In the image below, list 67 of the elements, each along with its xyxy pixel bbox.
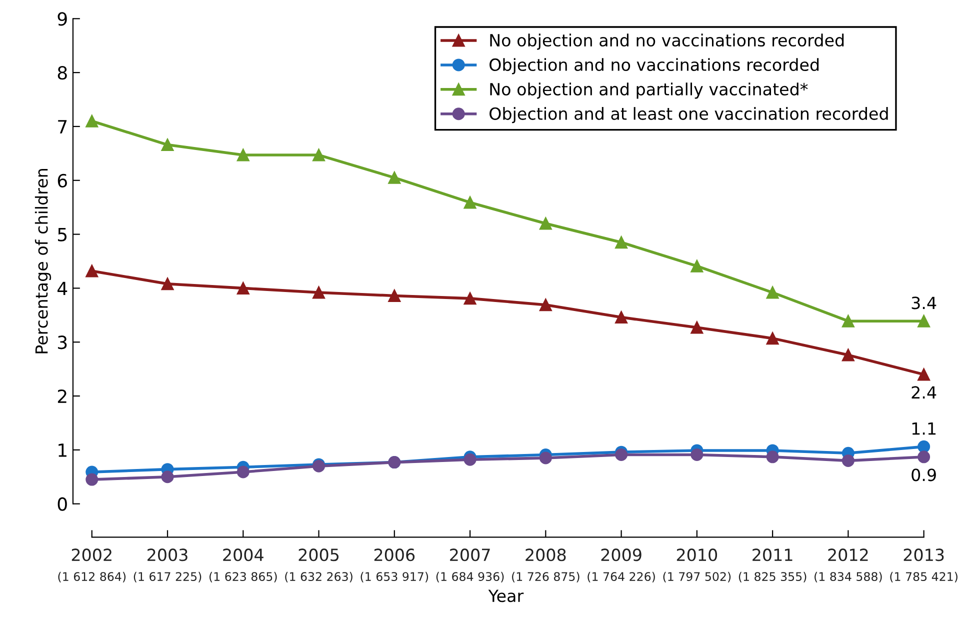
point [464, 453, 476, 466]
point [161, 278, 174, 290]
y-tick-label: 7 [58, 120, 67, 134]
legend-label: Objection and no vaccinations recorded [490, 58, 819, 74]
point [918, 450, 930, 464]
x-tick-label: 2003 (1 617 225) [134, 548, 202, 582]
point [312, 286, 326, 299]
point [918, 314, 930, 328]
point [86, 114, 98, 128]
x-tick-label: 2009 (1 764 226) [588, 548, 655, 582]
point [690, 321, 704, 334]
x-tick-label: 2012 (1 834 588) [814, 548, 882, 582]
annotation: 0.9 [912, 468, 936, 482]
point [842, 348, 854, 362]
x-axis-title: Year [488, 590, 524, 602]
point [86, 264, 98, 278]
x-tick-label: 2013 (1 785 421) [890, 548, 958, 582]
point [312, 148, 326, 162]
x-tick-label: 2002 (1 612 864) [58, 548, 126, 582]
x-tick-label: 2004 (1 623 865) [210, 548, 277, 582]
point [86, 473, 98, 486]
y-tick-label: 6 [58, 174, 67, 188]
point [918, 368, 930, 381]
point [236, 148, 250, 162]
annotation: 2.4 [912, 386, 936, 398]
point [236, 466, 250, 478]
point [690, 260, 704, 272]
annotation: 3.4 [912, 296, 936, 310]
x-tick-label: 2008 (1 726 875) [512, 548, 580, 582]
point [766, 286, 779, 299]
annotation: 1.1 [912, 422, 936, 435]
point [766, 332, 779, 345]
point [615, 311, 628, 324]
point [539, 452, 552, 464]
y-tick-label: 0 [58, 497, 67, 511]
point [161, 470, 174, 484]
point [464, 292, 476, 305]
point [766, 450, 779, 464]
x-tick-label: 2007 (1 684 936) [436, 548, 504, 582]
legend-label: Objection and at least one vaccination recorded [490, 107, 888, 124]
point [918, 440, 930, 453]
point [539, 298, 552, 312]
y-tick-label: 1 [58, 444, 66, 457]
y-tick-label: 4 [58, 282, 68, 296]
x-tick-label: 2010 (1 797 502) [663, 548, 731, 582]
legend-label: No objection and no vaccinations recorded [490, 34, 844, 50]
y-axis-title: Percentage of children [34, 169, 52, 354]
point [842, 314, 854, 328]
y-tick-label: 9 [58, 12, 67, 26]
point [615, 236, 628, 249]
point [464, 196, 476, 209]
point [388, 289, 401, 302]
point [842, 454, 854, 467]
y-tick-label: 8 [58, 66, 67, 80]
y-tick-label: 5 [58, 228, 67, 242]
y-tick-label: 2 [58, 389, 66, 403]
point [236, 282, 250, 294]
y-tick-label: 3 [58, 336, 67, 350]
x-tick-label: 2006 (1 653 917) [360, 548, 428, 582]
legend-label: No objection and partially vaccinated* [490, 82, 808, 99]
point [388, 171, 401, 184]
point [615, 448, 628, 462]
x-tick-label: 2005 (1 632 263) [285, 548, 352, 582]
point [161, 138, 174, 152]
x-tick-label: 2011 (1 825 355) [738, 548, 806, 582]
point [539, 217, 552, 230]
point [690, 448, 704, 462]
